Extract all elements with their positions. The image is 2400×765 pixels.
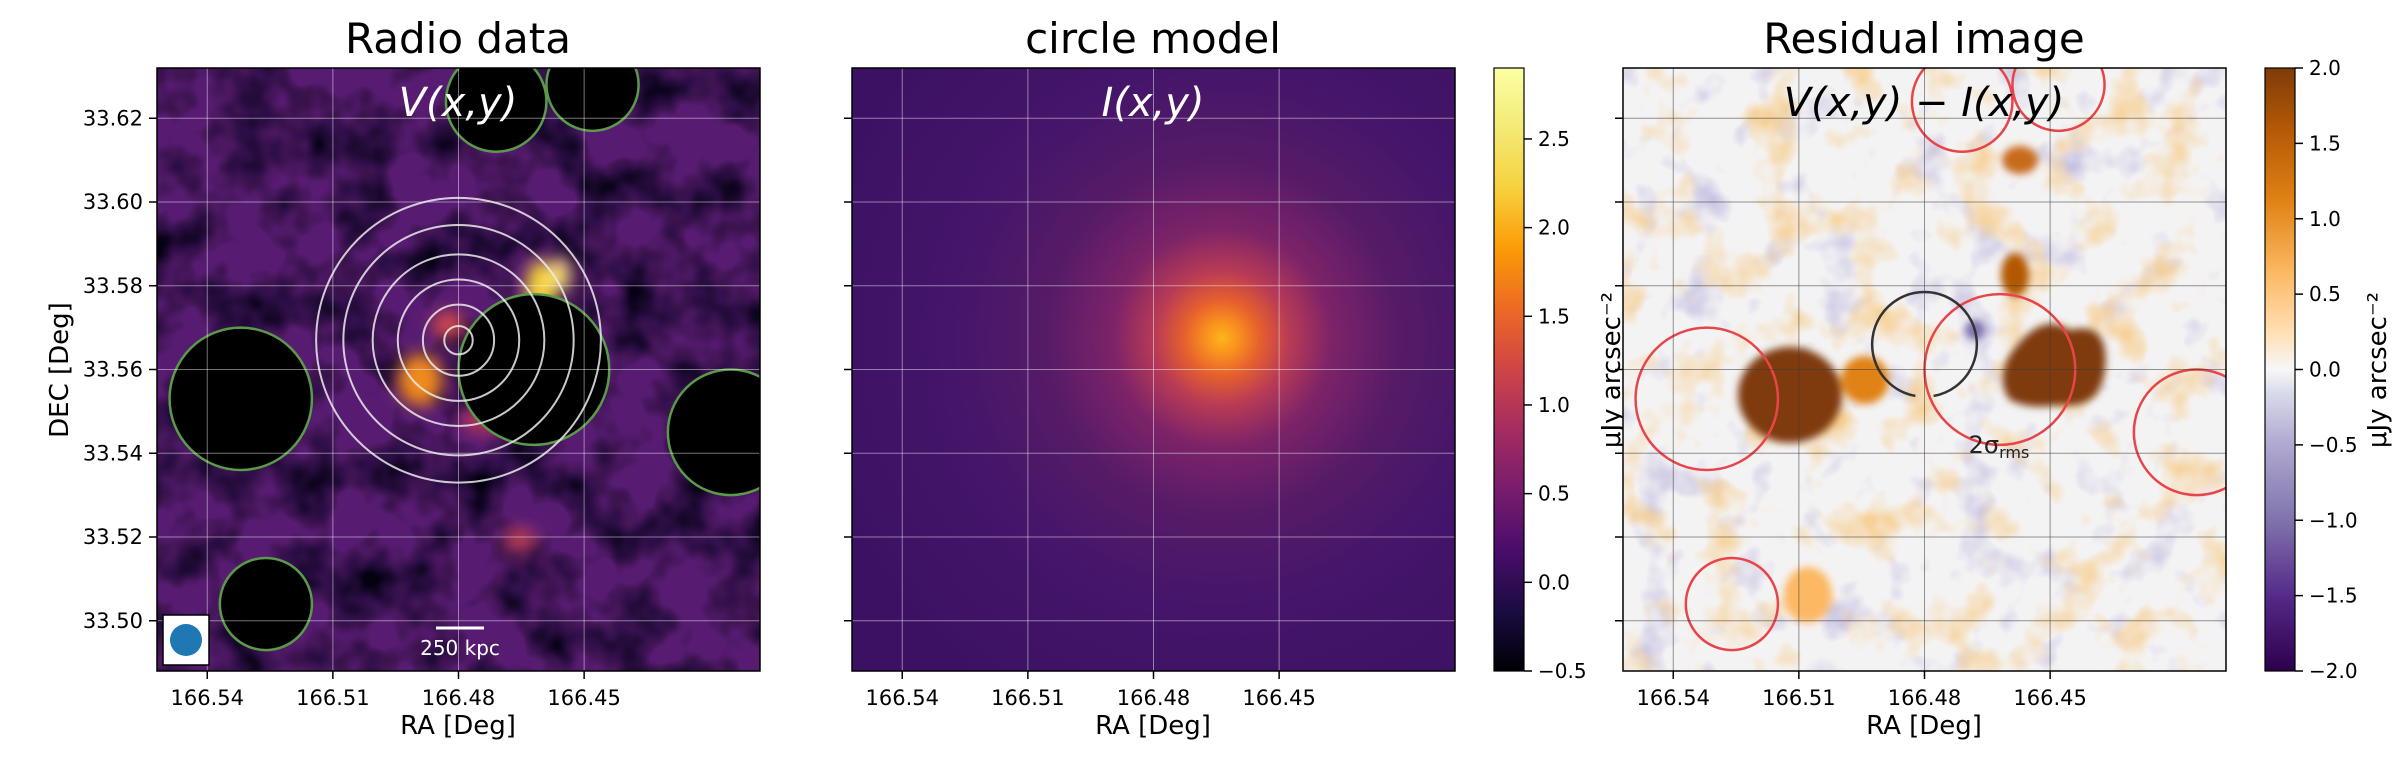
x-tick-label: 166.54 <box>1637 686 1710 710</box>
panel-formula: V(x,y) − I(x,y) <box>1784 80 2065 126</box>
colorbar-tick-label: 1.0 <box>2309 207 2341 231</box>
masked-source-outline <box>1634 326 1780 472</box>
radio-image: 250 kpc <box>157 68 760 671</box>
y-axis: 33.50 33.52 33.54 33.56 33.58 33.60 33.62 <box>83 106 157 633</box>
y-tick-label: 33.52 <box>83 525 143 549</box>
masked-source-outline <box>2011 68 2106 133</box>
colorbar-tick-label: 1.5 <box>2309 131 2341 155</box>
colorbar-tick-label: 1.5 <box>1538 304 1570 328</box>
y-tick-label: 33.62 <box>83 106 143 130</box>
colorbar-tick-label: 1.0 <box>1538 393 1570 417</box>
x-tick-label: 166.54 <box>171 686 244 710</box>
x-tick-label: 166.51 <box>991 686 1064 710</box>
colorbar-tick-label: −1.5 <box>2309 584 2358 608</box>
y-axis <box>844 117 852 622</box>
colorbar-tick-label: −1.0 <box>2309 508 2358 532</box>
model-image <box>852 68 1455 671</box>
masked-source <box>545 68 640 133</box>
panel-formula: I(x,y) <box>1101 80 1204 126</box>
y-tick-label: 33.50 <box>83 609 143 633</box>
x-axis-label: RA [Deg] <box>1866 711 1982 741</box>
colorbar-tick-label: 2.0 <box>1538 216 1570 240</box>
y-tick-label: 33.60 <box>83 190 143 214</box>
x-tick-label: 166.51 <box>296 686 369 710</box>
colorbar-tick-label: 0.0 <box>2309 358 2341 382</box>
rms-circle <box>1870 290 1979 398</box>
concentric-circle <box>421 303 496 377</box>
masked-sources <box>168 68 760 652</box>
grid-lines <box>1623 68 2226 671</box>
x-axis: 166.54 166.51 166.48 166.45 <box>1637 671 2087 710</box>
panel-title: Radio data <box>345 14 571 63</box>
concentric-circle <box>315 196 602 484</box>
x-tick-label: 166.45 <box>1242 686 1315 710</box>
grid-lines <box>157 68 760 671</box>
x-tick-label: 166.48 <box>422 686 495 710</box>
colorbar-tick-label: −0.5 <box>1538 659 1587 683</box>
y-axis-label: DEC [Deg] <box>45 302 75 438</box>
x-tick-label: 166.54 <box>866 686 939 710</box>
panel-circle-model: circle model I(x,y) 166.54 166.51 166.48 16… <box>844 14 1456 741</box>
colorbar-tick-label: −2.0 <box>2309 659 2358 683</box>
colorbar-tick-label: 2.5 <box>1538 127 1570 151</box>
y-tick-label: 33.54 <box>83 441 143 465</box>
beam-ellipse <box>170 624 202 656</box>
panel-title: circle model <box>1025 14 1281 63</box>
masked-source <box>168 326 314 472</box>
masked-source <box>457 292 611 447</box>
scale-bar-label: 250 kpc <box>420 636 500 660</box>
rms-label: 2σrms <box>1969 431 2030 462</box>
colorbar-tick-label: 0.5 <box>2309 282 2341 306</box>
colorbar-tick-label: −0.5 <box>2309 433 2358 457</box>
colorbar-label: μJy arcsec⁻² <box>2363 292 2393 448</box>
panel-residual: Residual image 2σrms V(x,y) − I(x,y) 166… <box>1615 14 2227 741</box>
x-tick-label: 166.45 <box>2013 686 2086 710</box>
masked-source-outline <box>1910 68 2014 153</box>
colorbar-tick-label: 2.0 <box>2309 56 2341 80</box>
y-tick-label: 33.58 <box>83 274 143 298</box>
x-tick-label: 166.48 <box>1888 686 1961 710</box>
concentric-circle <box>443 324 474 356</box>
x-axis-label: RA [Deg] <box>1095 711 1211 741</box>
x-tick-label: 166.51 <box>1762 686 1835 710</box>
residual-image: 2σrms <box>1623 68 2226 671</box>
panel-formula: V(x,y) <box>399 80 518 126</box>
x-tick-label: 166.48 <box>1117 686 1190 710</box>
x-axis: 166.54 166.51 166.48 166.45 <box>866 671 1316 710</box>
x-axis: 166.54 166.51 166.48 166.45 <box>171 671 621 710</box>
masked-source <box>218 556 314 652</box>
panel-radio-data: Radio data 250 kpc V(x,y) <box>45 14 761 741</box>
grid-lines <box>852 68 1455 671</box>
x-axis-label: RA [Deg] <box>400 711 516 741</box>
masked-source <box>666 368 760 497</box>
masked-source <box>444 68 548 153</box>
concentric-circles <box>315 196 602 484</box>
concentric-circle <box>342 224 575 457</box>
y-axis <box>1615 117 1623 622</box>
concentric-circle <box>371 253 546 428</box>
masked-source-outline <box>1684 556 1780 652</box>
panel-title: Residual image <box>1763 14 2085 63</box>
y-tick-label: 33.56 <box>83 358 143 382</box>
colorbar-tick-label: 0.0 <box>1538 570 1570 594</box>
colorbar-inferno: −0.50.00.51.01.52.02.5 μJy arcsec⁻² <box>1493 67 1627 683</box>
colorbar-puor: −2.0 −1.5 −1.0 −0.5 0.0 0.5 1.0 1.5 2.0 μJy arcs… <box>2264 56 2393 683</box>
colorbar-tick-label: 0.5 <box>1538 482 1570 506</box>
x-tick-label: 166.45 <box>547 686 620 710</box>
concentric-circle <box>396 278 521 402</box>
